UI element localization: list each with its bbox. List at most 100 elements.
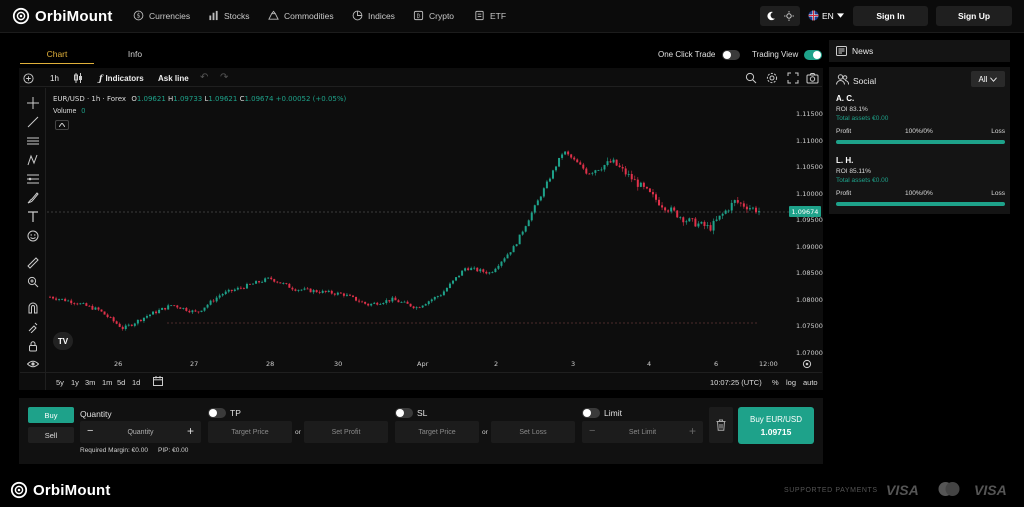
calendar-icon[interactable] — [153, 376, 163, 386]
brush-tool-icon[interactable] — [24, 191, 42, 205]
utc-clock[interactable]: 10:07:25 (UTC) — [710, 378, 762, 387]
crosshair-tool-icon[interactable] — [24, 96, 42, 110]
visa-logo: VISA — [886, 482, 919, 498]
quantity-input[interactable]: Quantity — [127, 428, 154, 436]
nav-etf[interactable]: ETF — [474, 10, 506, 21]
candle-body — [315, 290, 318, 293]
candle-body — [694, 218, 697, 227]
range-1m[interactable]: 1m — [102, 378, 113, 387]
clear-order-button[interactable] — [709, 407, 733, 443]
candle-body — [79, 303, 82, 305]
emoji-tool-icon[interactable] — [24, 229, 42, 243]
one-click-trade-toggle[interactable] — [722, 50, 740, 60]
footer-logo[interactable]: OrbiMount — [10, 481, 111, 499]
magnet-tool-icon[interactable] — [24, 301, 42, 315]
text-tool-icon[interactable] — [24, 210, 42, 224]
log-scale-toggle[interactable]: log — [786, 378, 797, 387]
tab-chart[interactable]: Chart — [20, 44, 94, 64]
buy-submit-button[interactable]: Buy EUR/USD 1.09715 — [738, 407, 814, 444]
interval-selector[interactable]: 1h — [50, 74, 59, 83]
trend-line-tool-icon[interactable] — [24, 115, 42, 129]
undo-icon[interactable]: ↶ — [200, 72, 209, 83]
sign-in-button[interactable]: Sign In — [853, 6, 928, 26]
sl-toggle[interactable] — [395, 408, 413, 418]
candle-body — [573, 157, 576, 160]
nav-stocks[interactable]: Stocks — [208, 10, 250, 21]
trading-view-toggle[interactable] — [804, 50, 822, 60]
limit-plus-button[interactable]: + — [688, 424, 696, 438]
date-tick-label: 3 — [571, 360, 576, 368]
axis-settings-icon[interactable] — [802, 359, 812, 369]
candle-body — [191, 310, 194, 313]
zoom-in-tool-icon[interactable] — [24, 275, 42, 289]
ask-line-button[interactable]: Ask line — [158, 74, 189, 83]
theme-switch[interactable] — [760, 6, 800, 26]
candle-body — [206, 304, 209, 308]
limit-toggle[interactable] — [582, 408, 600, 418]
add-symbol-icon[interactable] — [23, 73, 34, 84]
tp-toggle[interactable] — [208, 408, 226, 418]
sl-target-price-input[interactable]: Target Price — [395, 421, 479, 443]
fullscreen-icon[interactable] — [787, 72, 799, 84]
pattern-tool-icon[interactable] — [24, 153, 42, 167]
percent-scale-toggle[interactable]: % — [772, 378, 779, 387]
quantity-minus-button[interactable]: − — [87, 425, 94, 437]
candle-body — [445, 287, 448, 292]
price-chart[interactable] — [47, 88, 791, 356]
brand-logo[interactable]: OrbiMount — [12, 7, 113, 25]
candle-body — [267, 277, 270, 279]
candle-body — [348, 294, 351, 296]
lock-icon[interactable] — [24, 339, 42, 353]
nav-commodities[interactable]: Commodities — [268, 10, 334, 21]
tp-target-price-input[interactable]: Target Price — [208, 421, 292, 443]
range-1d[interactable]: 1d — [132, 378, 141, 387]
settings-gear-icon[interactable] — [766, 72, 778, 84]
candle-body — [412, 306, 415, 309]
nav-crypto[interactable]: ₿ Crypto — [413, 10, 454, 21]
candle-body — [367, 303, 370, 306]
set-limit-input[interactable]: Set Limit — [628, 428, 657, 436]
nav-indices[interactable]: Indices — [352, 10, 395, 21]
fib-tool-icon[interactable] — [24, 172, 42, 186]
camera-icon[interactable] — [806, 72, 819, 84]
nav-currencies[interactable]: $ Currencies — [133, 10, 190, 21]
candle-body — [661, 205, 664, 208]
candle-body — [609, 161, 612, 163]
ruler-tool-icon[interactable] — [24, 256, 42, 270]
zoom-search-icon[interactable] — [745, 72, 757, 84]
language-selector[interactable]: EN — [808, 10, 844, 21]
orbit-logo-icon — [12, 7, 30, 25]
visibility-eye-icon[interactable] — [24, 357, 42, 371]
range-5d[interactable]: 5d — [117, 378, 126, 387]
candle-body — [518, 234, 521, 245]
redo-icon[interactable]: ↷ — [220, 72, 229, 83]
candle-body — [491, 272, 494, 273]
price-tick-label: 1.08000 — [796, 295, 823, 304]
indicators-button[interactable]: ƒ Indicators — [99, 73, 144, 83]
buy-side-button[interactable]: Buy — [28, 407, 74, 423]
range-3m[interactable]: 3m — [85, 378, 96, 387]
horizontal-lines-tool-icon[interactable] — [24, 134, 42, 148]
sell-side-button[interactable]: Sell — [28, 427, 74, 443]
required-margin: Required Margin: €0.00 — [80, 447, 148, 454]
quantity-plus-button[interactable]: + — [186, 424, 194, 438]
social-filter-dropdown[interactable]: All — [971, 71, 1005, 87]
sign-up-button[interactable]: Sign Up — [936, 6, 1012, 26]
tab-info[interactable]: Info — [127, 49, 143, 59]
trader-card[interactable]: L. H. ROI 85.11% Total assets €0.00 Prof… — [836, 156, 1005, 206]
candle-body — [633, 179, 636, 181]
trader-card[interactable]: A. C. ROI 83.1% Total assets €0.00 Profi… — [836, 94, 1005, 144]
news-panel[interactable]: News — [829, 40, 1010, 62]
set-profit-input[interactable]: Set Profit — [304, 421, 388, 443]
legend-close: 1.09674 — [244, 95, 274, 103]
candle-body — [276, 281, 279, 283]
collapse-legend-button[interactable] — [55, 120, 69, 130]
auto-scale-toggle[interactable]: auto — [803, 378, 818, 387]
candle-type-icon[interactable] — [72, 72, 84, 84]
range-1y[interactable]: 1y — [71, 378, 79, 387]
set-loss-input[interactable]: Set Loss — [491, 421, 575, 443]
candle-body — [630, 174, 633, 180]
range-5y[interactable]: 5y — [56, 378, 64, 387]
lock-drawing-tool-icon[interactable] — [24, 320, 42, 334]
limit-minus-button[interactable]: − — [589, 425, 596, 437]
